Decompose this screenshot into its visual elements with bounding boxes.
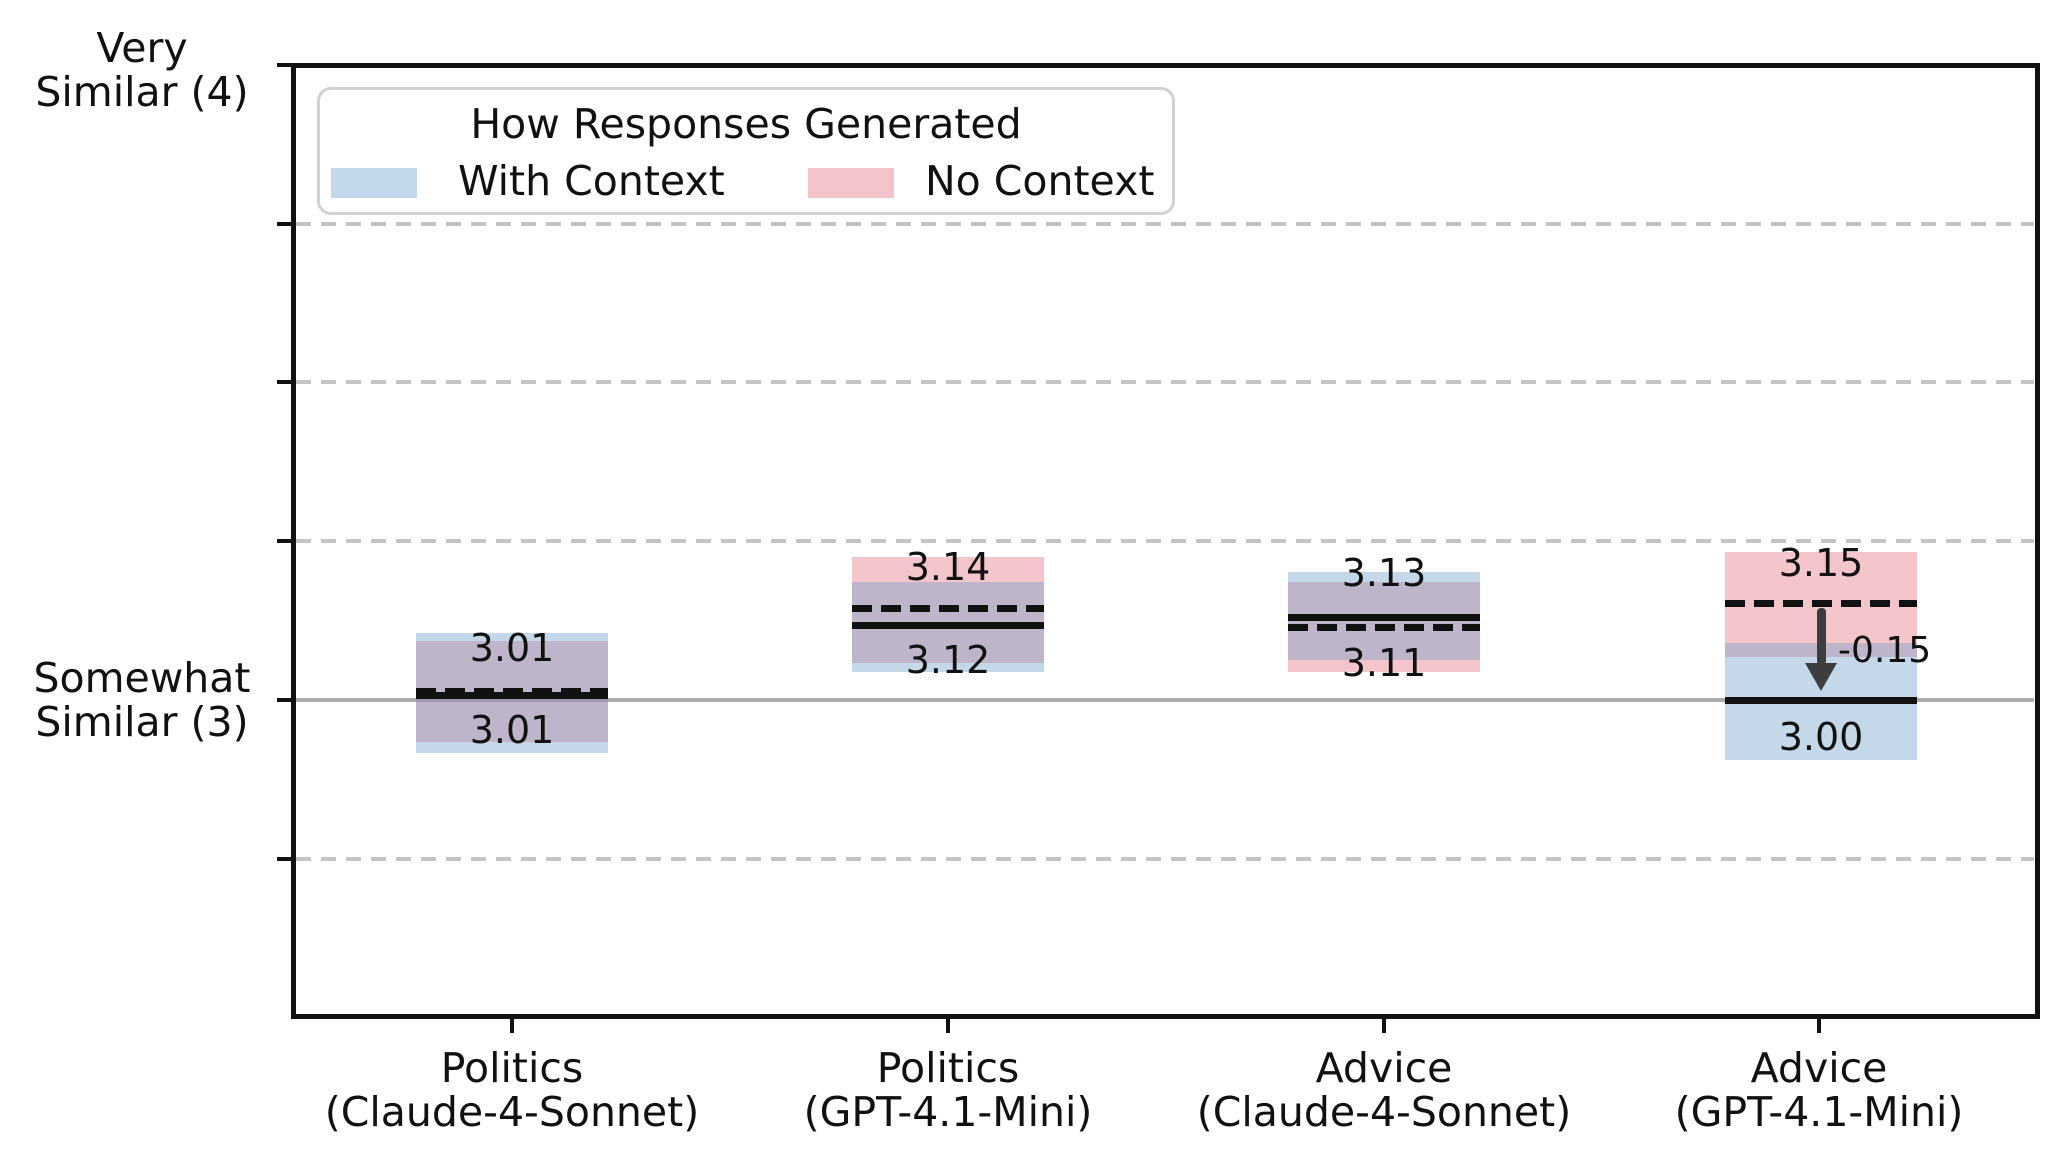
- ytick-3.75: [277, 222, 293, 226]
- xtick-advice-claude: [1382, 1017, 1386, 1033]
- xtick-label-line: (GPT-4.1-Mini): [1674, 1088, 1964, 1136]
- ytick-3.00: [277, 698, 293, 702]
- legend: How Responses Generated With Context No …: [317, 87, 1175, 215]
- gridline-3.00-solid: [296, 698, 2034, 702]
- xtick-politics-claude: [510, 1017, 514, 1033]
- legend-label-with-context: With Context: [458, 157, 725, 205]
- mean-line-no-context: [1288, 624, 1480, 631]
- value-label-top: 3.13: [1341, 551, 1427, 595]
- xtick-label-line: (Claude-4-Sonnet): [324, 1088, 700, 1136]
- value-label-top: 3.14: [905, 545, 991, 589]
- xtick-label-advice-gpt: Advice (GPT-4.1-Mini): [1599, 1046, 2039, 1134]
- ytick-3.50: [277, 380, 293, 384]
- mean-line-with-context: [1725, 697, 1917, 704]
- ytick-2.75: [277, 857, 293, 861]
- ytick-label-somewhat-similar: Somewhat Similar (3): [12, 656, 272, 744]
- mean-line-no-context: [416, 688, 608, 695]
- xtick-label-line: (GPT-4.1-Mini): [803, 1088, 1093, 1136]
- value-label-top: 3.01: [469, 626, 555, 670]
- decrease-arrow-icon: [1805, 663, 1837, 691]
- value-label-bottom: 3.00: [1778, 715, 1864, 759]
- plot-area-spines: [291, 63, 2040, 1019]
- gridline-3.50: [296, 380, 2034, 384]
- gridline-3.75: [296, 222, 2034, 226]
- xtick-label-politics-claude: Politics (Claude-4-Sonnet): [292, 1046, 732, 1134]
- legend-label-no-context: No Context: [925, 157, 1155, 205]
- mean-line-no-context: [1725, 600, 1917, 607]
- ytick-label-line: Somewhat: [33, 654, 251, 702]
- xtick-label-line: Politics: [876, 1044, 1020, 1092]
- decrease-arrow-shaft: [1817, 608, 1826, 665]
- ytick-label-line: Similar (4): [35, 68, 249, 116]
- mean-line-with-context: [1288, 614, 1480, 621]
- legend-swatch-no-context: [808, 168, 894, 198]
- ytick-3.25: [277, 539, 293, 543]
- value-label-top: 3.15: [1778, 541, 1864, 585]
- ytick-label-line: Very: [96, 24, 188, 72]
- xtick-label-line: Politics: [440, 1044, 584, 1092]
- mean-line-no-context: [852, 605, 1044, 612]
- legend-title: How Responses Generated: [470, 100, 1022, 148]
- xtick-label-advice-claude: Advice (Claude-4-Sonnet): [1164, 1046, 1604, 1134]
- xtick-label-politics-gpt: Politics (GPT-4.1-Mini): [728, 1046, 1168, 1134]
- gridline-3.25: [296, 539, 2034, 543]
- gridline-2.75: [296, 857, 2034, 861]
- xtick-label-line: Advice: [1315, 1044, 1453, 1092]
- mean-line-with-context: [852, 622, 1044, 629]
- value-label-bottom: 3.11: [1341, 641, 1427, 685]
- legend-swatch-with-context: [331, 168, 417, 198]
- value-label-bottom: 3.12: [905, 638, 991, 682]
- ytick-label-very-similar: Very Similar (4): [12, 26, 272, 114]
- value-label-bottom: 3.01: [469, 708, 555, 752]
- xtick-politics-gpt: [946, 1017, 950, 1033]
- ytick-label-line: Similar (3): [35, 698, 249, 746]
- mean-line-with-context: [416, 692, 608, 699]
- ytick-4.00: [277, 63, 293, 67]
- xtick-label-line: Advice: [1750, 1044, 1888, 1092]
- xtick-label-line: (Claude-4-Sonnet): [1196, 1088, 1572, 1136]
- decrease-annotation: -0.15: [1838, 630, 1932, 671]
- xtick-advice-gpt: [1817, 1017, 1821, 1033]
